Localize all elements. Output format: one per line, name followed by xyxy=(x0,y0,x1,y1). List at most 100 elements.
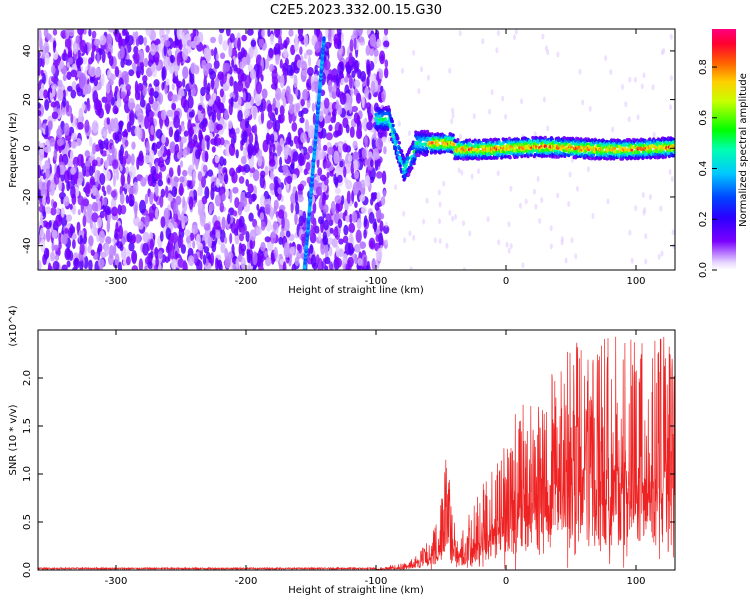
heatmap-cell xyxy=(42,122,47,129)
heatmap-cell xyxy=(154,184,159,195)
heatmap-cell xyxy=(214,155,220,164)
heatmap-cell xyxy=(261,88,268,99)
heatmap-cell xyxy=(229,127,236,135)
colorbar-label: Normalized spectral amplitude xyxy=(738,73,749,227)
heatmap-cell xyxy=(181,215,189,223)
heatmap-cell xyxy=(96,52,100,64)
heatmap-cell xyxy=(235,127,240,135)
heatmap-cell xyxy=(376,38,382,48)
heatmap-cell xyxy=(182,196,186,209)
heatmap-cell xyxy=(300,98,306,107)
heatmap-cell xyxy=(59,60,65,69)
heatmap-cell xyxy=(324,160,332,169)
heatmap-cell xyxy=(90,249,95,256)
heatmap-cell xyxy=(76,61,80,69)
heatmap-cell xyxy=(125,166,129,175)
heatmap-cell xyxy=(329,246,333,257)
heatmap-cell xyxy=(237,51,243,61)
heatmap-cell xyxy=(88,136,93,147)
heatmap-cell xyxy=(374,202,380,211)
heatmap-cell xyxy=(334,176,339,188)
heatmap-cell xyxy=(85,183,91,195)
heatmap-cell xyxy=(239,61,245,70)
heatmap-cell xyxy=(160,231,164,242)
heatmap-cell xyxy=(163,207,171,220)
heatmap-cell xyxy=(318,216,325,225)
heatmap-cell xyxy=(242,91,246,101)
heatmap-cell xyxy=(359,194,366,202)
heatmap-cell xyxy=(58,180,63,191)
heatmap-cell xyxy=(153,45,159,52)
heatmap-cell xyxy=(404,163,408,167)
heatmap-cell xyxy=(245,179,249,187)
heatmap-cell xyxy=(272,220,278,231)
heatmap-cell xyxy=(173,222,178,229)
heatmap-cell xyxy=(310,210,315,225)
heatmap-cell xyxy=(70,149,74,163)
heatmap-cell xyxy=(53,172,60,185)
heatmap-cell xyxy=(299,116,305,124)
heatmap-cell xyxy=(152,142,156,152)
heatmap-cell xyxy=(124,139,129,147)
heatmap-cell xyxy=(354,170,359,180)
heatmap-cell xyxy=(323,243,329,254)
heatmap-cell xyxy=(88,29,92,37)
heatmap-cell xyxy=(563,153,568,157)
heatmap-cell xyxy=(70,166,76,175)
heatmap-cell xyxy=(348,222,356,234)
heatmap-cell xyxy=(64,170,70,184)
heatmap-cell xyxy=(63,122,70,136)
heatmap-cell xyxy=(306,161,311,171)
heatmap-cell xyxy=(139,98,146,108)
heatmap-cell xyxy=(390,119,394,124)
colorbar-tick-label: 0.4 xyxy=(698,161,709,177)
heatmap-cell xyxy=(371,258,376,270)
heatmap-cell xyxy=(84,119,90,133)
heatmap-cell xyxy=(264,58,270,70)
heatmap-cell xyxy=(95,180,99,188)
heatmap-cell xyxy=(112,122,119,133)
heatmap-cell xyxy=(568,171,572,178)
heatmap-cell xyxy=(471,139,475,144)
heatmap-cell xyxy=(212,92,217,101)
heatmap-cell xyxy=(378,69,384,80)
heatmap-cell xyxy=(307,145,314,154)
heatmap-cell xyxy=(137,83,144,92)
colorbar: 0.00.20.40.60.8 Normalized spectral ampl… xyxy=(698,29,749,278)
heatmap-cell xyxy=(97,200,102,212)
heatmap-cell xyxy=(290,201,294,214)
heatmap-cell xyxy=(110,190,117,198)
heatmap-cell xyxy=(361,206,367,214)
heatmap-cell xyxy=(521,262,525,269)
heatmap-cell xyxy=(233,83,239,96)
heatmap-cell xyxy=(294,256,300,267)
heatmap-cell xyxy=(269,63,275,73)
heatmap-cell xyxy=(136,70,141,79)
y-tick-label: -20 xyxy=(22,189,33,205)
heatmap-cell xyxy=(633,138,637,142)
heatmap-cell xyxy=(636,114,640,121)
heatmap-cell xyxy=(269,206,274,220)
heatmap-cell xyxy=(670,75,673,81)
heatmap-cell xyxy=(383,40,390,48)
heatmap-cell xyxy=(52,40,56,53)
heatmap-cell xyxy=(380,85,384,93)
heatmap-cell xyxy=(442,180,446,187)
x-tick-label: -200 xyxy=(235,576,258,587)
heatmap-cell xyxy=(489,156,493,160)
heatmap-cell xyxy=(377,107,381,111)
heatmap-cell xyxy=(108,245,115,259)
heatmap-cell xyxy=(188,196,194,210)
heatmap-cell xyxy=(219,88,224,98)
snr-x-label: Height of straight line (km) xyxy=(288,585,424,596)
heatmap-cell xyxy=(338,248,345,258)
heatmap-cell xyxy=(145,45,150,53)
heatmap-cell xyxy=(112,159,119,170)
heatmap-cell xyxy=(412,149,416,154)
heatmap-cell xyxy=(624,147,628,152)
heatmap-cell xyxy=(152,101,159,111)
heatmap-cell xyxy=(386,127,390,131)
heatmap-cell xyxy=(162,34,167,42)
heatmap-cell xyxy=(204,150,209,163)
heatmap-cell xyxy=(240,195,248,208)
